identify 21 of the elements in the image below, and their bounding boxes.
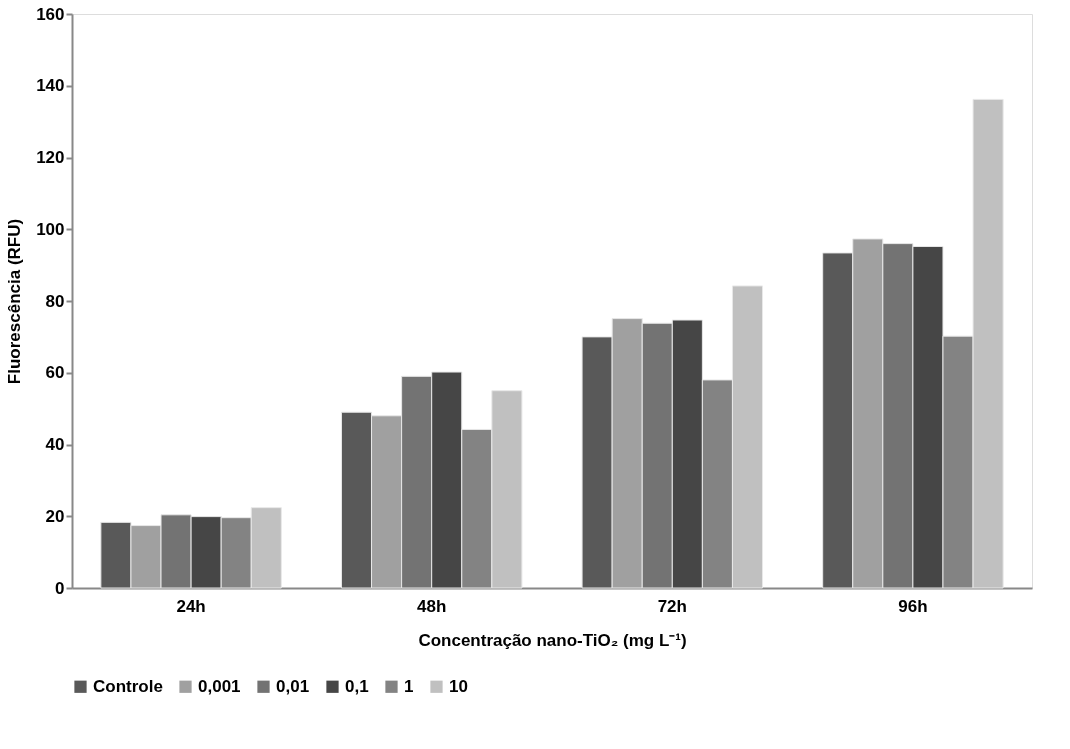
legend-label: 1 [404,676,414,696]
y-tick-label: 80 [45,291,65,311]
x-tick-label: 48h [417,596,447,616]
y-tick-label: 120 [36,148,65,167]
y-tick-label: 100 [36,219,65,239]
legend-label: 0,1 [345,676,369,696]
x-tick-label: 96h [898,596,928,616]
legend-label: Controle [93,676,163,696]
legend-label: 0,01 [276,676,310,696]
x-tick-label: 72h [657,596,687,616]
y-axis-title: Fluorescência (RFU) [5,218,25,385]
legend-label: 0,001 [198,676,241,696]
y-tick-label: 0 [55,578,65,598]
x-axis-title: Concentração nano-TiO₂ (mg L⁻¹) [418,630,687,650]
y-tick-label: 140 [36,76,65,96]
y-tick-label: 40 [45,435,65,454]
y-tick-label: 20 [45,506,65,526]
y-tick-label: 60 [45,363,65,383]
x-tick-label: 24h [176,596,206,616]
legend-label: 10 [449,676,468,696]
y-tick-label: 160 [36,4,65,24]
